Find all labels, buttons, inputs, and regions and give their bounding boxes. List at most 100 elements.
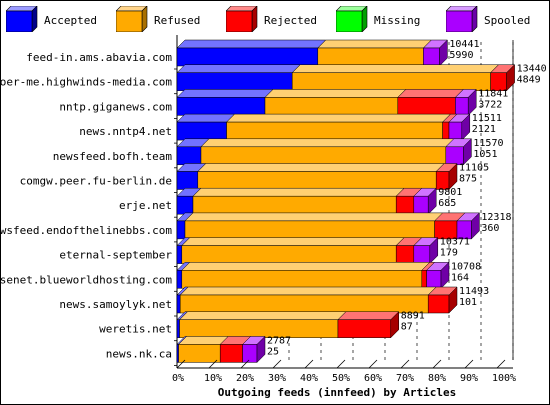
accepted-value-label: 101: [459, 297, 477, 308]
bar-segment: [226, 121, 443, 141]
bar-segment-top: [176, 64, 301, 73]
accepted-value-label: 4849: [517, 75, 541, 86]
bar-segment: [176, 220, 186, 240]
bar-segment: [264, 97, 399, 116]
total-value-label: 12318: [481, 212, 511, 223]
bar-segment: [184, 220, 435, 240]
bar-segment: [176, 319, 180, 338]
accepted-value-label: 164: [451, 272, 469, 283]
bar-segment-side: [448, 162, 458, 191]
x-tick-label: 80%: [428, 373, 446, 384]
bar-segment-side: [467, 88, 477, 117]
total-value-label: 11105: [459, 163, 489, 174]
bar-segment: [427, 294, 450, 314]
feed-label: news.samoylyk.net: [59, 298, 172, 311]
bar-segment-top: [197, 163, 445, 172]
accepted-value-label: 179: [440, 248, 458, 259]
x-axis-title: Outgoing feeds (innfeed) by Articles: [218, 386, 456, 399]
legend-label-rejected: Rejected: [264, 14, 317, 27]
legend-item-refused: Refused: [115, 5, 200, 33]
feed-label: eternal-september: [59, 249, 172, 262]
x-tick: [400, 359, 410, 369]
total-value-label: 11511: [472, 113, 502, 124]
bar-segment-side: [390, 311, 400, 339]
bar-segment-side: [429, 236, 439, 265]
x-tick-label: 70%: [396, 373, 414, 384]
total-value-label: 11841: [478, 88, 508, 99]
feed-label: news.nntp4.net: [79, 125, 172, 138]
bar-segment: [413, 245, 431, 264]
x-tick-label: 10%: [204, 373, 222, 384]
x-tick: [464, 359, 474, 369]
bar-segment: [197, 171, 437, 190]
bar-segment: [395, 195, 415, 215]
x-tick-label: 100%: [492, 373, 516, 384]
x-tick: [432, 359, 442, 369]
bar-segment-side: [471, 212, 480, 240]
bar-segment-side: [506, 64, 515, 92]
x-tick: [368, 359, 378, 369]
accepted-value-label: 87: [401, 322, 413, 333]
bar-segment: [291, 72, 491, 91]
bar-segment: [179, 294, 429, 314]
bar-segment-top: [397, 89, 465, 98]
accepted-value-label: 25: [267, 346, 279, 357]
total-value-label: 11493: [459, 286, 489, 297]
total-value-label: 10441: [449, 39, 479, 50]
bar-segment-top: [179, 286, 437, 296]
feed-label: usenet.blueworldhosting.com: [0, 273, 172, 286]
bar-segment-top: [264, 89, 407, 98]
feed-label: newsfeed.endofthelinebbs.com: [0, 224, 172, 237]
bar-segment: [176, 270, 183, 289]
legend-swatch-rejected: [225, 5, 258, 33]
bar-segment-top: [192, 187, 405, 197]
bar-segment: [426, 270, 442, 289]
total-value-label: 10708: [451, 261, 481, 272]
accepted-value-label: 875: [459, 174, 477, 185]
bar-segment: [192, 195, 397, 215]
bar-segment-top: [337, 311, 400, 320]
bar-segment: [395, 245, 415, 264]
legend-item-missing: Missing: [335, 5, 420, 33]
feed-label: weretis.net: [99, 323, 172, 336]
bar-segment: [442, 121, 450, 141]
bar-segment-side: [427, 187, 437, 215]
bar-segment: [176, 294, 181, 314]
bar-segment: [423, 47, 440, 67]
bar-segment: [242, 344, 258, 363]
legend-swatch-spooled: [445, 5, 478, 33]
bar-segment: [219, 344, 243, 363]
bar-segment-top: [181, 262, 431, 271]
x-tick: [272, 359, 282, 369]
bar-segment-top: [184, 212, 444, 222]
bar-segment: [176, 72, 293, 91]
legend-swatch-missing: [335, 5, 368, 33]
bar-segment-top: [176, 39, 327, 49]
bar-segment-top: [225, 113, 452, 123]
bar-segment: [176, 97, 266, 116]
feed-label: voer-me.highwinds-media.com: [0, 76, 172, 89]
x-tick-label: 50%: [332, 373, 350, 384]
feed-label: newsfeed.bofh.team: [53, 150, 173, 163]
x-tick-label: 90%: [460, 373, 478, 384]
total-value-label: 9801: [438, 187, 462, 198]
bar-segment: [448, 121, 463, 141]
bar-segment-side: [439, 39, 448, 67]
bar-segment-side: [463, 138, 472, 166]
bar-segment: [337, 319, 392, 338]
bar-segment-top: [176, 89, 274, 98]
x-tick-label: 0%: [172, 373, 184, 384]
x-tick-label: 60%: [364, 373, 382, 384]
bar-segment-top: [177, 336, 229, 345]
x-tick-label: 40%: [300, 373, 318, 384]
bar-segment-top: [200, 138, 455, 148]
feed-label: comgw.peer.fu-berlin.de: [20, 175, 172, 188]
accepted-value-label: 1051: [473, 149, 497, 160]
legend-swatch-refused: [115, 5, 148, 33]
bar-segment: [179, 319, 339, 338]
bar-segment: [176, 195, 194, 215]
bar-segment-top: [176, 113, 236, 123]
feed-label: nntp.giganews.com: [59, 100, 172, 113]
legend-item-spooled: Spooled: [445, 5, 530, 33]
